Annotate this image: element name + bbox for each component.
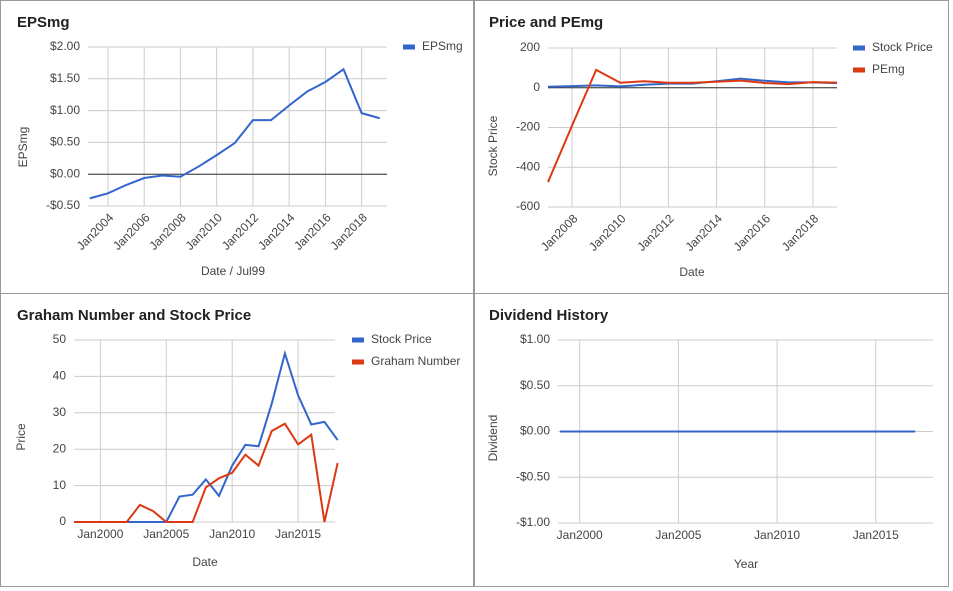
y-tick-label: -600: [516, 199, 540, 213]
y-tick-label: 10: [53, 478, 67, 492]
legend-swatch: [853, 45, 865, 51]
chart-title: Price and PEmg: [489, 14, 603, 31]
y-tick-label: 50: [53, 332, 67, 346]
y-tick-label: -$0.50: [46, 198, 80, 212]
y-tick-label: $1.00: [50, 103, 80, 117]
legend-swatch: [352, 337, 364, 343]
y-axis-label: Dividend: [486, 415, 500, 462]
x-tick-label: Jan2010: [754, 528, 800, 542]
y-tick-label: 20: [53, 441, 67, 455]
x-tick-label: Jan2005: [143, 527, 189, 541]
x-axis-label: Date: [192, 555, 218, 569]
chart-title: Dividend History: [489, 307, 609, 324]
x-axis-label: Year: [734, 557, 758, 571]
y-tick-label: -200: [516, 120, 540, 134]
y-tick-label: -400: [516, 159, 540, 173]
x-tick-label: Jan2008: [146, 210, 189, 253]
series-line: [74, 422, 339, 523]
x-tick-label: Jan2014: [255, 210, 298, 253]
y-tick-label: $1.00: [520, 332, 550, 346]
x-tick-label: Jan2006: [110, 210, 153, 253]
y-axis-label: EPSmg: [16, 127, 30, 168]
y-axis-label: Stock Price: [486, 115, 500, 176]
panel-border: [474, 293, 949, 587]
x-tick-label: Jan2018: [779, 211, 822, 254]
x-tick-label: Jan2010: [209, 527, 255, 541]
y-axis-label: Price: [14, 423, 28, 451]
legend-label: PEmg: [872, 62, 905, 76]
x-tick-label: Jan2018: [328, 210, 371, 253]
legend-label: Graham Number: [371, 354, 460, 368]
y-tick-label: $0.50: [50, 135, 80, 149]
x-tick-label: Jan2015: [853, 528, 899, 542]
x-tick-label: Jan2012: [219, 210, 262, 253]
y-tick-label: $0.00: [520, 424, 550, 438]
y-tick-label: $0.50: [520, 378, 550, 392]
series-line: [547, 68, 838, 183]
x-tick-label: Jan2010: [183, 210, 226, 253]
chart-title: EPSmg: [17, 14, 70, 31]
x-tick-label: Jan2014: [682, 211, 725, 254]
x-tick-label: Jan2012: [634, 211, 677, 254]
y-tick-label: 40: [53, 369, 67, 383]
y-tick-label: 200: [520, 40, 540, 54]
x-tick-label: Jan2005: [655, 528, 701, 542]
legend-swatch: [853, 67, 865, 73]
y-tick-label: $2.00: [50, 39, 80, 53]
x-tick-label: Jan2000: [557, 528, 603, 542]
x-tick-label: Jan2010: [586, 211, 629, 254]
x-tick-label: Jan2016: [291, 210, 334, 253]
panel-border: [0, 293, 474, 587]
x-tick-label: Jan2008: [538, 211, 581, 254]
y-tick-label: 0: [533, 80, 540, 94]
y-tick-label: -$1.00: [516, 515, 550, 529]
legend-swatch: [352, 359, 364, 365]
y-tick-label: $0.00: [50, 166, 80, 180]
legend-swatch: [403, 44, 415, 50]
series-line: [89, 67, 381, 200]
x-axis-label: Date: [679, 265, 705, 279]
x-tick-label: Jan2016: [731, 211, 774, 254]
x-axis-label: Date / Jul99: [201, 264, 265, 278]
chart-title: Graham Number and Stock Price: [17, 307, 251, 324]
y-tick-label: 0: [59, 514, 66, 528]
y-tick-label: $1.50: [50, 71, 80, 85]
legend-label: Stock Price: [872, 40, 933, 54]
x-tick-label: Jan2015: [275, 527, 321, 541]
y-tick-label: 30: [53, 405, 67, 419]
legend-label: EPSmg: [422, 39, 463, 53]
legend-label: Stock Price: [371, 332, 432, 346]
x-tick-label: Jan2004: [74, 210, 117, 253]
y-tick-label: -$0.50: [516, 469, 550, 483]
x-tick-label: Jan2000: [77, 527, 123, 541]
